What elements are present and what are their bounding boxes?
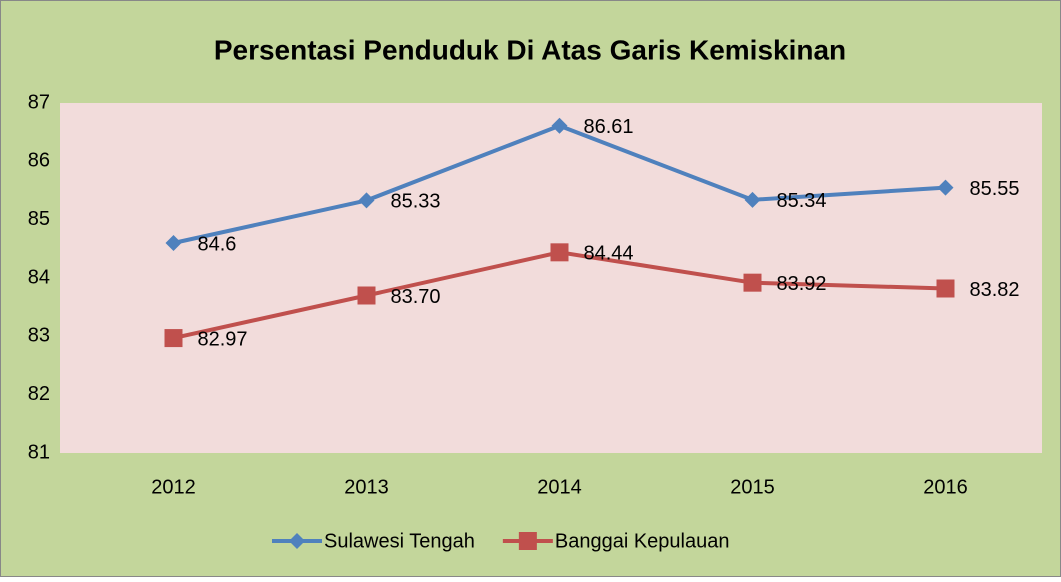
data-label: 82.97 <box>198 328 248 350</box>
x-tick-label: 2015 <box>730 476 775 498</box>
data-point <box>358 192 375 209</box>
data-label: 83.92 <box>777 273 827 295</box>
data-point <box>743 273 762 292</box>
legend-label: Banggai Kepulauan <box>555 530 730 552</box>
data-label: 85.34 <box>777 190 827 212</box>
y-tick-label: 84 <box>28 266 50 288</box>
x-tick-label: 2016 <box>923 476 968 498</box>
data-label: 85.33 <box>391 191 441 213</box>
data-label: 84.6 <box>198 233 237 255</box>
legend-label: Sulawesi Tengah <box>324 530 475 552</box>
data-point <box>744 191 761 208</box>
y-tick-label: 86 <box>28 150 50 172</box>
chart-title: Persentasi Penduduk Di Atas Garis Kemisk… <box>214 34 846 65</box>
data-label: 86.61 <box>584 116 634 138</box>
data-point <box>357 286 376 305</box>
legend-marker <box>289 533 305 549</box>
data-point <box>164 329 183 348</box>
y-tick-label: 81 <box>28 441 50 463</box>
y-tick-label: 83 <box>28 325 50 347</box>
data-label: 84.44 <box>584 243 634 265</box>
x-tick-label: 2013 <box>344 476 389 498</box>
data-label: 83.82 <box>970 279 1020 301</box>
y-tick-label: 82 <box>28 383 50 405</box>
x-tick-label: 2014 <box>537 476 582 498</box>
data-point <box>551 117 568 134</box>
legend-marker <box>518 532 537 550</box>
data-point <box>937 179 954 196</box>
y-tick-label: 85 <box>28 208 50 230</box>
data-point <box>165 235 182 251</box>
data-point <box>936 279 955 298</box>
data-label: 85.55 <box>970 178 1020 200</box>
y-tick-label: 87 <box>28 91 50 113</box>
data-point <box>550 243 569 262</box>
plot-area <box>60 103 1042 453</box>
x-tick-label: 2012 <box>151 476 196 498</box>
data-label: 83.70 <box>391 286 441 308</box>
